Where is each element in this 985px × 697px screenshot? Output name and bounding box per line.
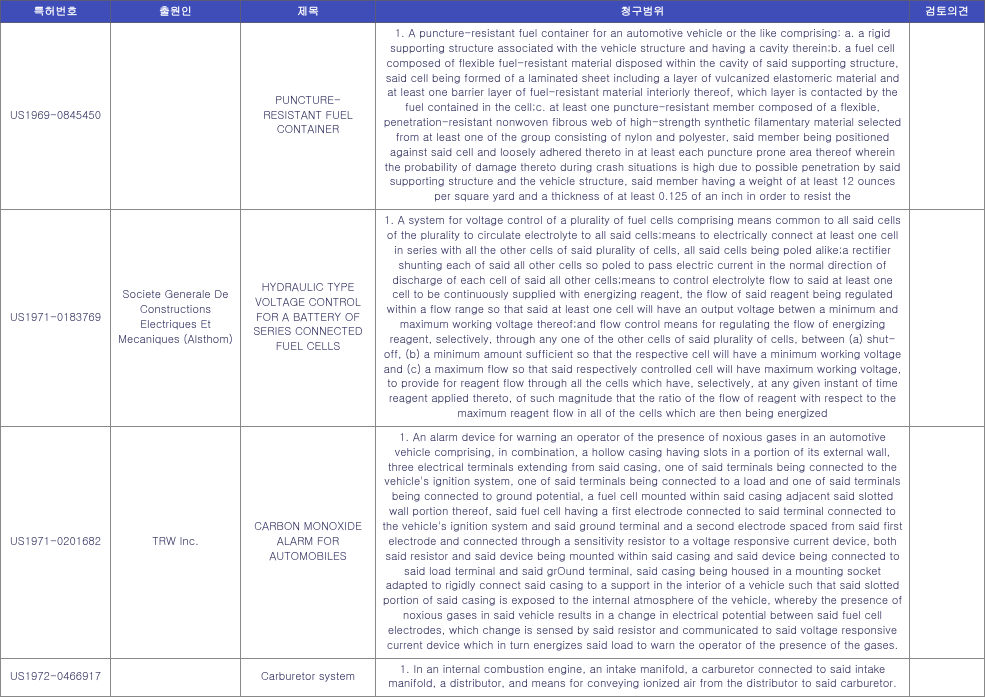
header-claim: 청구범위	[376, 1, 910, 23]
cell-title: CARBON MONOXIDE ALARM FOR AUTOMOBILES	[241, 426, 376, 658]
table-row: US1971-0201682 TRW Inc. CARBON MONOXIDE …	[1, 426, 985, 658]
cell-applicant	[111, 23, 241, 210]
header-patent-no: 특허번호	[1, 1, 111, 23]
cell-claim: 1. In an internal combustion engine, an …	[376, 658, 910, 697]
header-review: 검토의견	[910, 1, 985, 23]
cell-title: Carburetor system	[241, 658, 376, 697]
table-row: US1971-0183769 Societe Generale De Const…	[1, 210, 985, 427]
cell-claim: 1. An alarm device for warning an operat…	[376, 426, 910, 658]
cell-review	[910, 426, 985, 658]
cell-claim: 1. A system for voltage control of a plu…	[376, 210, 910, 427]
cell-review	[910, 23, 985, 210]
header-row: 특허번호 출원인 제목 청구범위 검토의견	[1, 1, 985, 23]
patent-table: 특허번호 출원인 제목 청구범위 검토의견 US1969-0845450 PUN…	[0, 0, 985, 697]
cell-claim: 1. A puncture-resistant fuel container f…	[376, 23, 910, 210]
cell-applicant: TRW Inc.	[111, 426, 241, 658]
table-row: US1969-0845450 PUNCTURE-RESISTANT FUEL C…	[1, 23, 985, 210]
cell-title: PUNCTURE-RESISTANT FUEL CONTAINER	[241, 23, 376, 210]
cell-patent-no: US1971-0183769	[1, 210, 111, 427]
cell-review	[910, 210, 985, 427]
header-applicant: 출원인	[111, 1, 241, 23]
cell-patent-no: US1972-0466917	[1, 658, 111, 697]
cell-patent-no: US1971-0201682	[1, 426, 111, 658]
cell-applicant: Societe Generale De Constructions Electr…	[111, 210, 241, 427]
header-title: 제목	[241, 1, 376, 23]
cell-title: HYDRAULIC TYPE VOLTAGE CONTROL FOR A BAT…	[241, 210, 376, 427]
cell-review	[910, 658, 985, 697]
cell-applicant	[111, 658, 241, 697]
table-row: US1972-0466917 Carburetor system 1. In a…	[1, 658, 985, 697]
cell-patent-no: US1969-0845450	[1, 23, 111, 210]
